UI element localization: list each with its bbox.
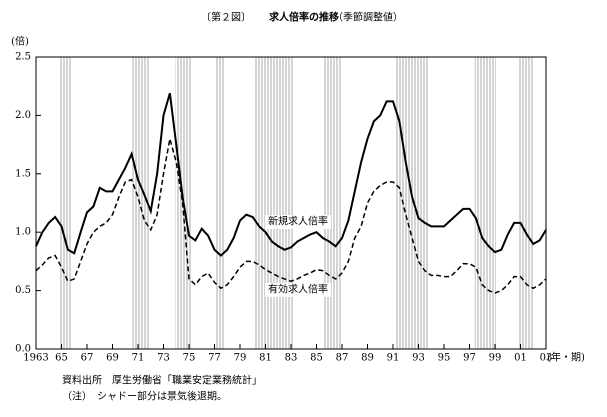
x-tick-label: 67 bbox=[81, 353, 94, 364]
shaded-period bbox=[395, 57, 430, 349]
x-tick-label: 83 bbox=[285, 353, 298, 364]
series-line bbox=[35, 138, 547, 294]
x-tick-label: 75 bbox=[183, 353, 196, 364]
x-tick-label: 89 bbox=[361, 353, 374, 364]
y-tick-label: 1.5 bbox=[15, 168, 31, 179]
shaded-period bbox=[215, 57, 226, 349]
chart-title: 求人倍率の推移 bbox=[269, 11, 339, 24]
note: 資料出所 厚生労働省「職業安定業務統計」 bbox=[62, 374, 262, 387]
x-tick-label: 1963 bbox=[23, 353, 48, 364]
x-tick-label: 99 bbox=[489, 353, 502, 364]
x-tick-label: 87 bbox=[336, 353, 349, 364]
y-tick-label: 0.5 bbox=[15, 285, 31, 296]
series-label-bg bbox=[265, 215, 331, 229]
x-tick-label: 73 bbox=[157, 353, 170, 364]
shaded-period bbox=[322, 57, 341, 349]
x-tick-label: 91 bbox=[387, 353, 400, 364]
chart-subtitle: （季節調整値） bbox=[333, 11, 403, 24]
series-label: 新規求人倍率 bbox=[268, 215, 328, 228]
figure-label: 〔第２図〕 bbox=[201, 11, 251, 24]
x-tick-label: 77 bbox=[208, 353, 221, 364]
x-tick-label: 79 bbox=[234, 353, 247, 364]
x-tick-label: 01 bbox=[514, 353, 527, 364]
x-axis-label: (年・期) bbox=[547, 351, 585, 364]
x-tick-label: 03 bbox=[540, 353, 553, 364]
y-tick-label: 1.0 bbox=[15, 227, 31, 238]
x-tick-label: 85 bbox=[310, 353, 323, 364]
x-tick-label: 93 bbox=[412, 353, 425, 364]
x-tick-label: 97 bbox=[463, 353, 476, 364]
shaded-period bbox=[254, 57, 294, 349]
x-tick-label: 71 bbox=[132, 353, 145, 364]
series-label: 有効求人倍率 bbox=[268, 283, 328, 296]
x-tick-label: 95 bbox=[438, 353, 451, 364]
shaded-period bbox=[519, 57, 535, 349]
x-tick-label: 81 bbox=[259, 353, 272, 364]
y-tick-label: 0.0 bbox=[15, 344, 31, 355]
note: （注） シャドー部分は景気後退期。 bbox=[62, 390, 227, 403]
shaded-period bbox=[132, 57, 150, 349]
x-tick-label: 65 bbox=[55, 353, 68, 364]
shaded-period bbox=[474, 57, 497, 349]
y-axis-label: (倍) bbox=[11, 35, 29, 48]
x-tick-label: 69 bbox=[106, 353, 119, 364]
y-tick-label: 2.5 bbox=[15, 52, 31, 63]
series-label-bg bbox=[265, 283, 331, 297]
y-tick-label: 2.0 bbox=[15, 110, 31, 121]
shaded-period bbox=[59, 57, 73, 349]
series-line bbox=[35, 92, 547, 257]
